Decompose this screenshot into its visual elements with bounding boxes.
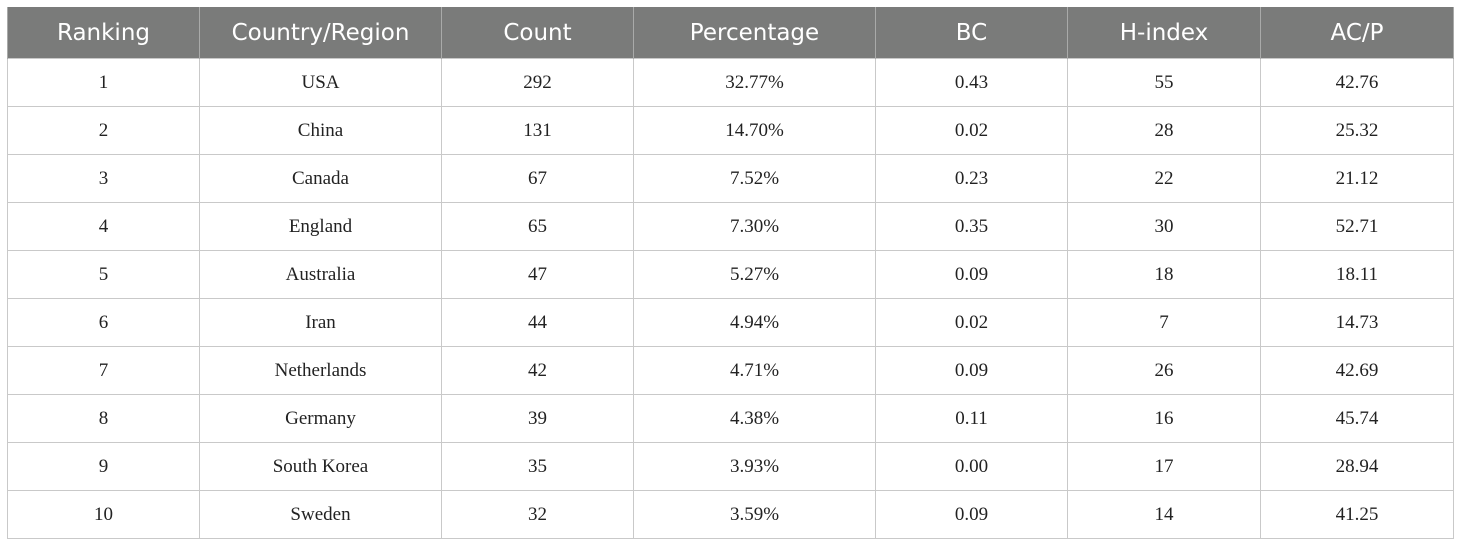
cell-count: 47 — [441, 250, 634, 299]
country-ranking-table: Ranking Country/Region Count Percentage … — [7, 7, 1454, 539]
cell-percentage: 14.70% — [633, 106, 876, 155]
cell-ranking: 7 — [7, 346, 200, 395]
cell-percentage: 5.27% — [633, 250, 876, 299]
cell-country-region: Netherlands — [199, 346, 442, 395]
cell-h-index: 7 — [1067, 298, 1261, 347]
cell-h-index: 18 — [1067, 250, 1261, 299]
cell-ranking: 3 — [7, 154, 200, 203]
cell-bc: 0.43 — [875, 58, 1068, 107]
cell-count: 32 — [441, 490, 634, 539]
cell-bc: 0.00 — [875, 442, 1068, 491]
cell-bc: 0.02 — [875, 298, 1068, 347]
cell-percentage: 32.77% — [633, 58, 876, 107]
table-row: 8 Germany 39 4.38% 0.11 16 45.74 — [7, 394, 1454, 443]
cell-bc: 0.09 — [875, 346, 1068, 395]
cell-h-index: 16 — [1067, 394, 1261, 443]
cell-count: 39 — [441, 394, 634, 443]
cell-ranking: 6 — [7, 298, 200, 347]
cell-count: 42 — [441, 346, 634, 395]
table-body: 1 USA 292 32.77% 0.43 55 42.76 2 China 1… — [7, 58, 1454, 539]
table-row: 6 Iran 44 4.94% 0.02 7 14.73 — [7, 298, 1454, 347]
header-bc: BC — [875, 7, 1068, 59]
cell-bc: 0.09 — [875, 490, 1068, 539]
cell-ac-p: 52.71 — [1260, 202, 1454, 251]
header-ac-p: AC/P — [1260, 7, 1454, 59]
cell-ranking: 10 — [7, 490, 200, 539]
table-row: 3 Canada 67 7.52% 0.23 22 21.12 — [7, 154, 1454, 203]
cell-ranking: 8 — [7, 394, 200, 443]
table-row: 7 Netherlands 42 4.71% 0.09 26 42.69 — [7, 346, 1454, 395]
cell-ac-p: 41.25 — [1260, 490, 1454, 539]
cell-percentage: 3.59% — [633, 490, 876, 539]
header-count: Count — [441, 7, 634, 59]
cell-ac-p: 45.74 — [1260, 394, 1454, 443]
table-row: 5 Australia 47 5.27% 0.09 18 18.11 — [7, 250, 1454, 299]
cell-country-region: China — [199, 106, 442, 155]
cell-ranking: 1 — [7, 58, 200, 107]
cell-percentage: 4.38% — [633, 394, 876, 443]
table-row: 10 Sweden 32 3.59% 0.09 14 41.25 — [7, 490, 1454, 539]
header-percentage: Percentage — [633, 7, 876, 59]
cell-ranking: 5 — [7, 250, 200, 299]
cell-ac-p: 42.69 — [1260, 346, 1454, 395]
cell-country-region: USA — [199, 58, 442, 107]
cell-country-region: Iran — [199, 298, 442, 347]
cell-count: 44 — [441, 298, 634, 347]
cell-count: 65 — [441, 202, 634, 251]
cell-ranking: 4 — [7, 202, 200, 251]
cell-bc: 0.23 — [875, 154, 1068, 203]
table-header: Ranking Country/Region Count Percentage … — [7, 7, 1454, 59]
cell-percentage: 4.94% — [633, 298, 876, 347]
cell-percentage: 7.52% — [633, 154, 876, 203]
cell-ac-p: 28.94 — [1260, 442, 1454, 491]
cell-ac-p: 25.32 — [1260, 106, 1454, 155]
cell-h-index: 30 — [1067, 202, 1261, 251]
cell-bc: 0.02 — [875, 106, 1068, 155]
cell-country-region: South Korea — [199, 442, 442, 491]
cell-country-region: Canada — [199, 154, 442, 203]
cell-country-region: Australia — [199, 250, 442, 299]
cell-h-index: 22 — [1067, 154, 1261, 203]
cell-ranking: 2 — [7, 106, 200, 155]
table-row: 9 South Korea 35 3.93% 0.00 17 28.94 — [7, 442, 1454, 491]
header-row: Ranking Country/Region Count Percentage … — [7, 7, 1454, 59]
header-country-region: Country/Region — [199, 7, 442, 59]
cell-h-index: 14 — [1067, 490, 1261, 539]
cell-h-index: 26 — [1067, 346, 1261, 395]
table-row: 1 USA 292 32.77% 0.43 55 42.76 — [7, 58, 1454, 107]
cell-count: 292 — [441, 58, 634, 107]
cell-count: 67 — [441, 154, 634, 203]
header-h-index: H-index — [1067, 7, 1261, 59]
cell-country-region: England — [199, 202, 442, 251]
cell-h-index: 28 — [1067, 106, 1261, 155]
cell-ac-p: 14.73 — [1260, 298, 1454, 347]
cell-bc: 0.09 — [875, 250, 1068, 299]
header-ranking: Ranking — [7, 7, 200, 59]
cell-ac-p: 42.76 — [1260, 58, 1454, 107]
country-ranking-table-container: Ranking Country/Region Count Percentage … — [7, 7, 1454, 539]
cell-country-region: Sweden — [199, 490, 442, 539]
cell-percentage: 3.93% — [633, 442, 876, 491]
cell-h-index: 17 — [1067, 442, 1261, 491]
cell-country-region: Germany — [199, 394, 442, 443]
cell-bc: 0.35 — [875, 202, 1068, 251]
cell-percentage: 7.30% — [633, 202, 876, 251]
cell-ac-p: 21.12 — [1260, 154, 1454, 203]
table-row: 2 China 131 14.70% 0.02 28 25.32 — [7, 106, 1454, 155]
cell-count: 35 — [441, 442, 634, 491]
cell-bc: 0.11 — [875, 394, 1068, 443]
cell-count: 131 — [441, 106, 634, 155]
cell-h-index: 55 — [1067, 58, 1261, 107]
cell-ranking: 9 — [7, 442, 200, 491]
cell-percentage: 4.71% — [633, 346, 876, 395]
table-row: 4 England 65 7.30% 0.35 30 52.71 — [7, 202, 1454, 251]
cell-ac-p: 18.11 — [1260, 250, 1454, 299]
